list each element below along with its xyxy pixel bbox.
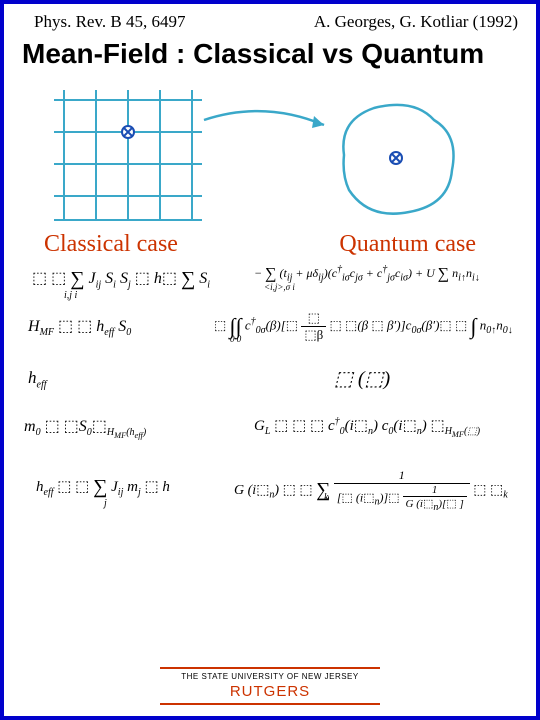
eq-heff-final-sub: j bbox=[104, 498, 107, 509]
footer-university: THE STATE UNIVERSITY OF NEW JERSEY bbox=[4, 672, 536, 681]
citation-left: Phys. Rev. B 45, 6497 bbox=[34, 12, 185, 32]
eq-HMF-right-limits: 0 0 bbox=[230, 334, 241, 344]
quantum-case-label: Quantum case bbox=[339, 231, 476, 258]
case-labels-row: Classical case Quantum case bbox=[4, 231, 536, 258]
footer-line-bottom bbox=[160, 703, 380, 705]
header-row: Phys. Rev. B 45, 6497 A. Georges, G. Kot… bbox=[4, 4, 536, 34]
lattice-diagram bbox=[4, 80, 540, 235]
eq-quantum-H: − ∑ (tij + μδij)(c†iσcjσ + c†jσciσ) + U … bbox=[254, 264, 480, 283]
eq-heff: heff bbox=[28, 368, 47, 390]
footer-line-top bbox=[160, 667, 380, 669]
eq-HMF-left: HMF ⬚ ⬚ heff S0 bbox=[28, 316, 131, 338]
eq-quantum-H-sub: <i,j>,σ i bbox=[264, 282, 295, 292]
equations-area: ⬚ ⬚ ∑ Jij Si Sj ⬚ h⬚ ∑ Si i,j i − ∑ (tij… bbox=[4, 258, 536, 568]
diagram-area bbox=[4, 80, 536, 235]
eq-classical-H-sub: i,j i bbox=[64, 290, 77, 301]
eq-GL: GL ⬚ ⬚ ⬚ c†0(i⬚n) c0(i⬚n) ⬚HMF(⬚) bbox=[254, 416, 480, 439]
classical-case-label: Classical case bbox=[44, 231, 178, 258]
eq-heff-final: heff ⬚ ⬚ ∑ Jij mj ⬚ h bbox=[36, 476, 170, 499]
footer-rutgers: RUTGERS bbox=[4, 683, 536, 700]
eq-Gfinal: G (i⬚n) ⬚ ⬚ ∑ 1 [⬚ (i⬚n)]⬚ 1G (i⬚n)[⬚ ] … bbox=[234, 468, 508, 513]
page-title: Mean-Field : Classical vs Quantum bbox=[4, 34, 536, 80]
eq-m0: m0 ⬚ ⬚S0⬚HMF(heff) bbox=[24, 416, 146, 440]
eq-Gfinal-sub: k bbox=[324, 492, 328, 503]
citation-right: A. Georges, G. Kotliar (1992) bbox=[314, 12, 518, 32]
footer: THE STATE UNIVERSITY OF NEW JERSEY RUTGE… bbox=[4, 664, 536, 708]
eq-delta: ⬚ (⬚) bbox=[334, 366, 390, 391]
eq-HMF-right: ⬚ ∫∫ c†0σ(β)[⬚ ⬚⬚β ⬚ ⬚(β ⬚ β′)]c0σ(β′)⬚ … bbox=[214, 310, 513, 343]
eq-classical-H: ⬚ ⬚ ∑ Jij Si Sj ⬚ h⬚ ∑ Si bbox=[32, 268, 210, 291]
